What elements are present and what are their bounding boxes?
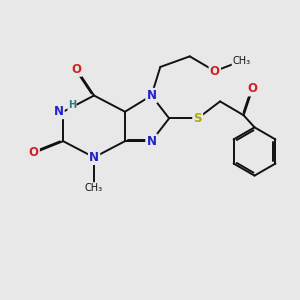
Text: O: O	[248, 82, 257, 95]
Text: O: O	[71, 62, 81, 76]
Text: O: O	[29, 146, 39, 159]
Text: O: O	[210, 64, 220, 78]
Text: S: S	[194, 112, 202, 125]
Text: N: N	[54, 105, 64, 118]
Text: N: N	[146, 89, 157, 102]
Text: N: N	[89, 151, 99, 164]
Text: CH₃: CH₃	[85, 183, 103, 193]
Text: N: N	[146, 135, 157, 148]
Text: CH₃: CH₃	[232, 56, 250, 66]
Text: H: H	[68, 100, 76, 110]
